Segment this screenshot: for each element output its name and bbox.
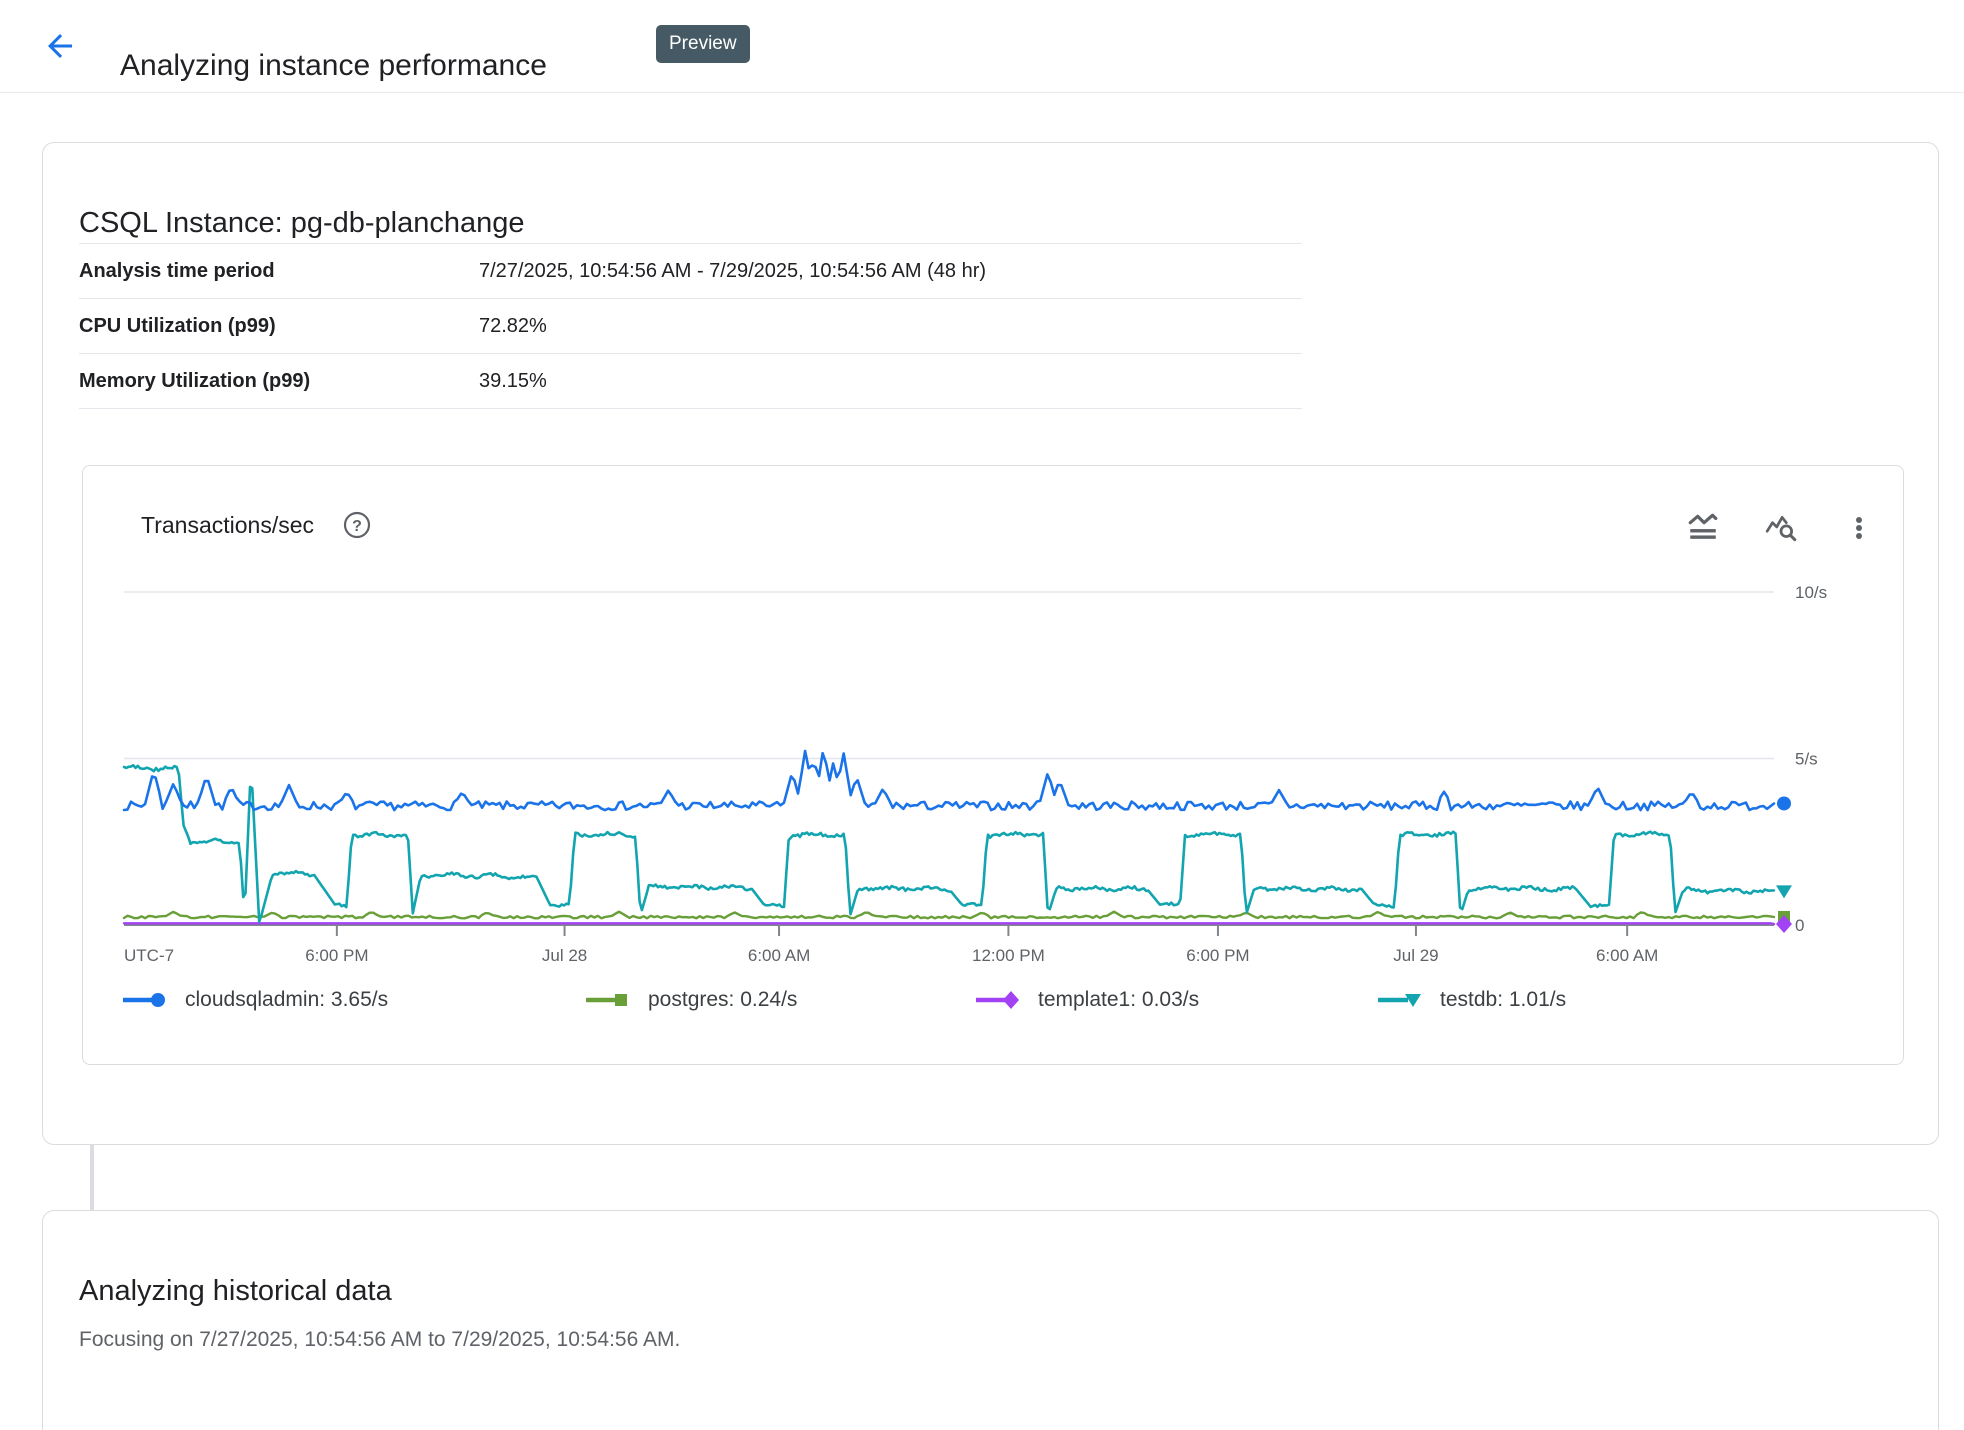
instance-card-title: CSQL Instance: pg-db-planchange xyxy=(79,207,525,240)
legend-item-cloudsqladmin[interactable]: cloudsqladmin: 3.65/s xyxy=(121,980,388,1020)
row-value: 7/27/2025, 10:54:56 AM - 7/29/2025, 10:5… xyxy=(479,259,987,282)
query-stats-icon xyxy=(1765,515,1797,542)
legend-label: template1: 0.03/s xyxy=(1038,988,1200,1011)
legend-label: testdb: 1.01/s xyxy=(1440,988,1567,1011)
series-line-testdb xyxy=(122,763,1776,923)
page-title: Analyzing instance performance xyxy=(120,49,547,83)
legend-label: postgres: 0.24/s xyxy=(648,988,798,1011)
help-icon: ? xyxy=(343,511,371,539)
instance-summary-card: CSQL Instance: pg-db-planchange Analysis… xyxy=(42,142,1939,1145)
y-axis-tick-label: 0 xyxy=(1795,916,1804,935)
chart-legend: cloudsqladmin: 3.65/s postgres: 0.24/s t… xyxy=(83,980,1905,1020)
transactions-chart-plot: 10/s 5/s 0 UTC-7 6:00 PM Jul 28 6:00 AM 12:00 P… xyxy=(122,583,1827,965)
x-axis-tick-label: 6:00 PM xyxy=(1186,946,1249,965)
step-connector-line xyxy=(90,1145,94,1211)
row-label: CPU Utilization (p99) xyxy=(79,314,276,337)
historical-card-subtitle: Focusing on 7/27/2025, 10:54:56 AM to 7/… xyxy=(79,1328,681,1351)
row-label: Analysis time period xyxy=(79,259,275,282)
series-end-marker xyxy=(1405,994,1421,1007)
table-row: Memory Utilization (p99) 39.15% xyxy=(79,354,1302,409)
x-axis-tick-label: Jul 29 xyxy=(1393,946,1438,965)
x-axis-tick-label: UTC-7 xyxy=(124,946,174,965)
x-axis-tick-label: 6:00 AM xyxy=(1596,946,1658,965)
legend-label: cloudsqladmin: 3.65/s xyxy=(185,988,389,1011)
row-value: 72.82% xyxy=(479,314,547,337)
more-vert-icon xyxy=(1856,517,1862,539)
legend-item-postgres[interactable]: postgres: 0.24/s xyxy=(584,980,797,1020)
historical-data-card: Analyzing historical data Focusing on 7/… xyxy=(42,1210,1939,1430)
series-end-marker xyxy=(1776,915,1792,934)
series-line-template1 xyxy=(122,922,1776,926)
legend-item-testdb[interactable]: testdb: 1.01/s xyxy=(1376,980,1566,1020)
back-button[interactable] xyxy=(38,24,82,68)
series-end-marker xyxy=(1003,991,1019,1009)
transactions-chart-card: Transactions/sec ? xyxy=(82,465,1904,1065)
series-end-marker xyxy=(615,994,627,1006)
table-row: Analysis time period 7/27/2025, 10:54:56… xyxy=(79,243,1302,299)
x-axis-tick-label: Jul 28 xyxy=(542,946,587,965)
x-axis-tick-label: 6:00 AM xyxy=(748,946,810,965)
series-line-diamond-icon xyxy=(976,991,1019,1009)
x-axis-tick-label: 12:00 PM xyxy=(972,946,1045,965)
page-header: Analyzing instance performance Preview xyxy=(0,0,1964,93)
series-line-circle-icon xyxy=(123,993,165,1007)
historical-card-title: Analyzing historical data xyxy=(79,1275,392,1308)
arrow-back-icon xyxy=(48,34,72,58)
series-end-marker xyxy=(151,993,165,1007)
y-axis-tick-label: 5/s xyxy=(1795,750,1818,769)
svg-text:?: ? xyxy=(352,518,362,535)
y-axis-tick-label: 10/s xyxy=(1795,583,1827,602)
instance-summary-table: Analysis time period 7/27/2025, 10:54:56… xyxy=(79,243,1302,409)
more-options-button[interactable] xyxy=(1835,504,1883,552)
preview-badge: Preview xyxy=(656,25,750,63)
legend-toggle-icon xyxy=(1688,513,1718,539)
chart-toolbar xyxy=(1679,504,1883,552)
help-button[interactable]: ? xyxy=(342,510,372,540)
series-end-marker xyxy=(1777,796,1791,811)
query-stats-button[interactable] xyxy=(1757,504,1805,552)
table-row: CPU Utilization (p99) 72.82% xyxy=(79,299,1302,354)
legend-item-template1[interactable]: template1: 0.03/s xyxy=(974,980,1199,1020)
x-axis-tick-label: 6:00 PM xyxy=(305,946,368,965)
row-label: Memory Utilization (p99) xyxy=(79,369,311,392)
series-line-triangle-icon xyxy=(1378,994,1421,1007)
row-value: 39.15% xyxy=(479,369,547,392)
legend-toggle-button[interactable] xyxy=(1679,504,1727,552)
series-line-postgres xyxy=(122,910,1776,920)
chart-title: Transactions/sec xyxy=(141,511,314,538)
series-line-square-icon xyxy=(586,994,627,1006)
series-end-marker xyxy=(1776,885,1792,899)
series-line-cloudsqladmin xyxy=(122,749,1776,812)
